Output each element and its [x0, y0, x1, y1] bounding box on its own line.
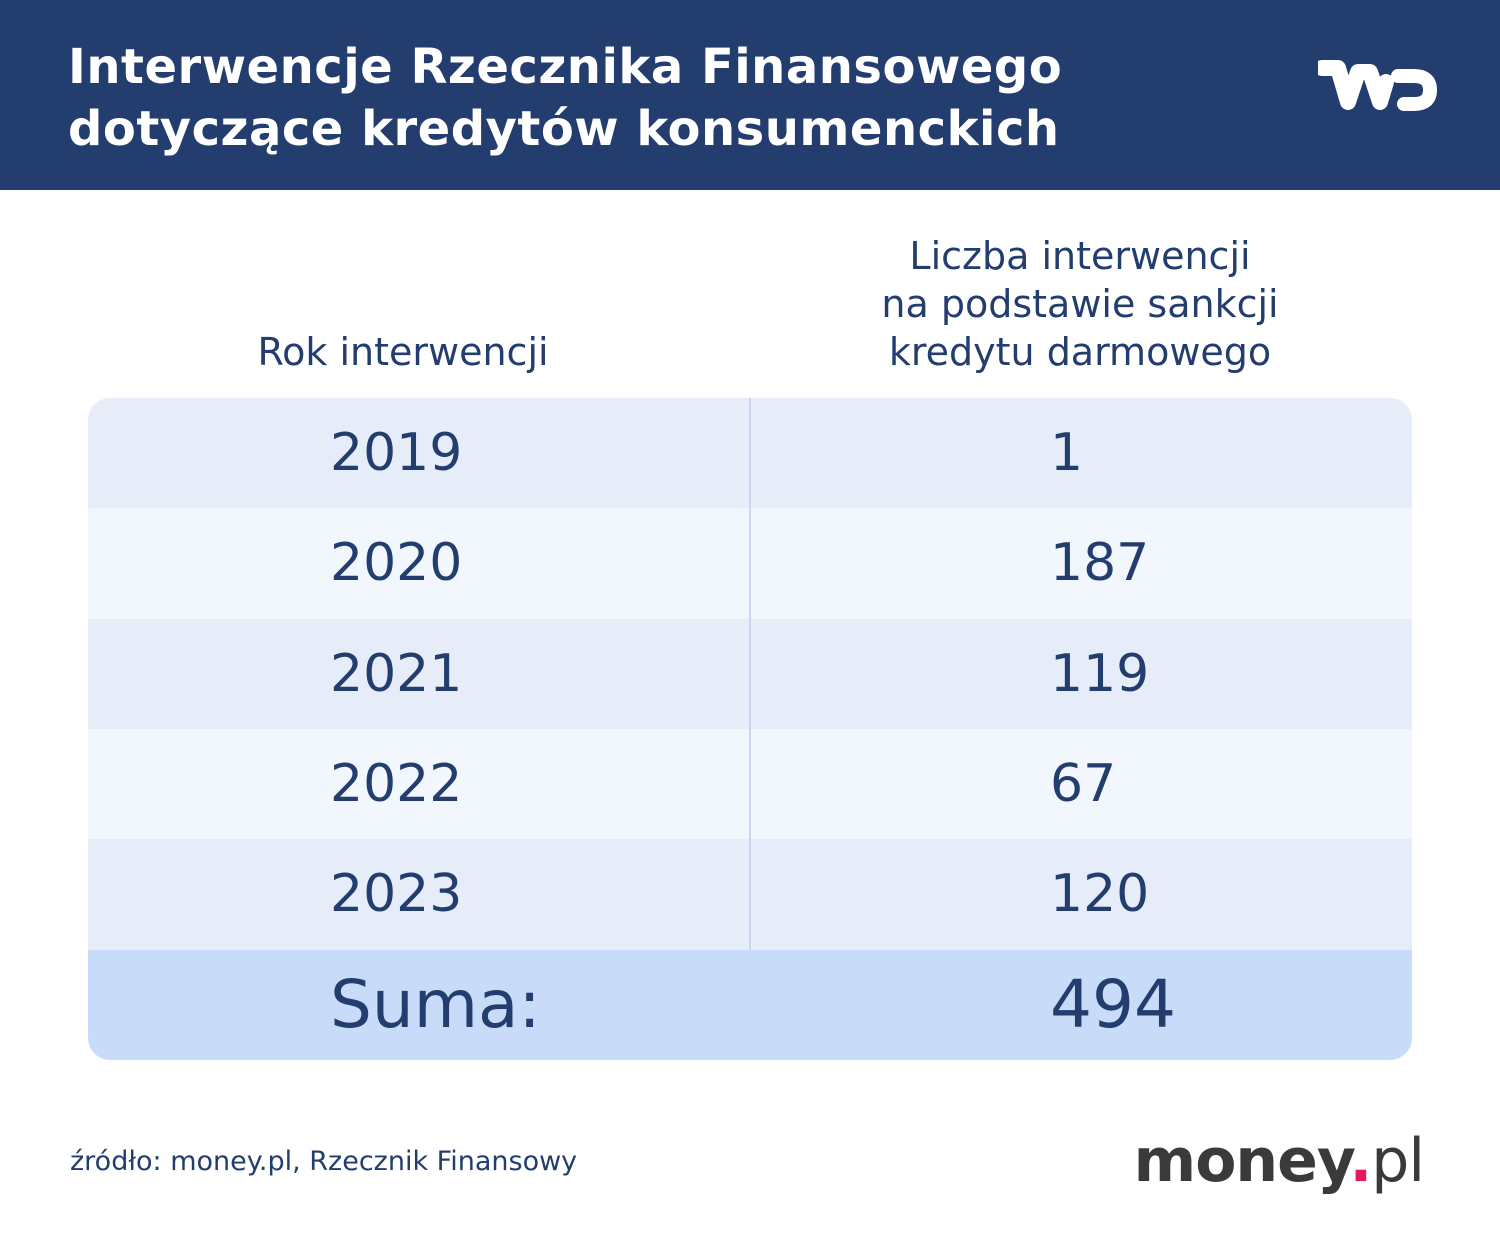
- source: źródło: money.pl, Rzecznik Finansowy: [70, 1146, 578, 1177]
- brand-part: money: [1133, 1126, 1351, 1196]
- column-header-line: Rok interwencji: [257, 330, 549, 374]
- column-divider: [749, 398, 751, 950]
- year-cell: 2019: [330, 423, 463, 484]
- column-header-line: Liczba interwencji: [909, 234, 1251, 278]
- count-cell: 119: [1050, 643, 1150, 704]
- title: Interwencje Rzecznika Finansowego dotycz…: [68, 36, 1062, 160]
- column-header: Rok interwencji: [153, 328, 653, 376]
- header: Interwencje Rzecznika Finansowego dotycz…: [0, 0, 1500, 190]
- year-cell: Suma:: [330, 966, 541, 1044]
- count-cell: 120: [1050, 864, 1150, 925]
- column-header-line: na podstawie sankcji: [881, 282, 1279, 326]
- count-cell: 67: [1050, 754, 1117, 815]
- year-cell: 2022: [330, 754, 463, 815]
- year-cell: 2021: [330, 643, 463, 704]
- column-header-line: kredytu darmowego: [888, 330, 1272, 374]
- table: 2019 1 2020 187 2021 119 2022 67 2023 120 Suma: 494: [88, 398, 1412, 1060]
- count-cell: 494: [1050, 966, 1176, 1044]
- count-cell: 187: [1050, 533, 1150, 594]
- brand-logo: money.pl: [1133, 1126, 1425, 1196]
- brand-dot: .: [1349, 1126, 1372, 1196]
- wp-logo: [1318, 60, 1438, 111]
- title-line: dotyczące kredytów konsumenckich: [68, 101, 1060, 157]
- count-cell: 1: [1050, 423, 1084, 484]
- brand-part: pl: [1371, 1126, 1425, 1196]
- title-line: Interwencje Rzecznika Finansowego: [68, 39, 1063, 95]
- table-row: Suma: 494: [88, 949, 1412, 1060]
- column-header: Liczba interwencji na podstawie sankcji kr…: [830, 232, 1330, 376]
- year-cell: 2020: [330, 533, 463, 594]
- year-cell: 2023: [330, 864, 463, 925]
